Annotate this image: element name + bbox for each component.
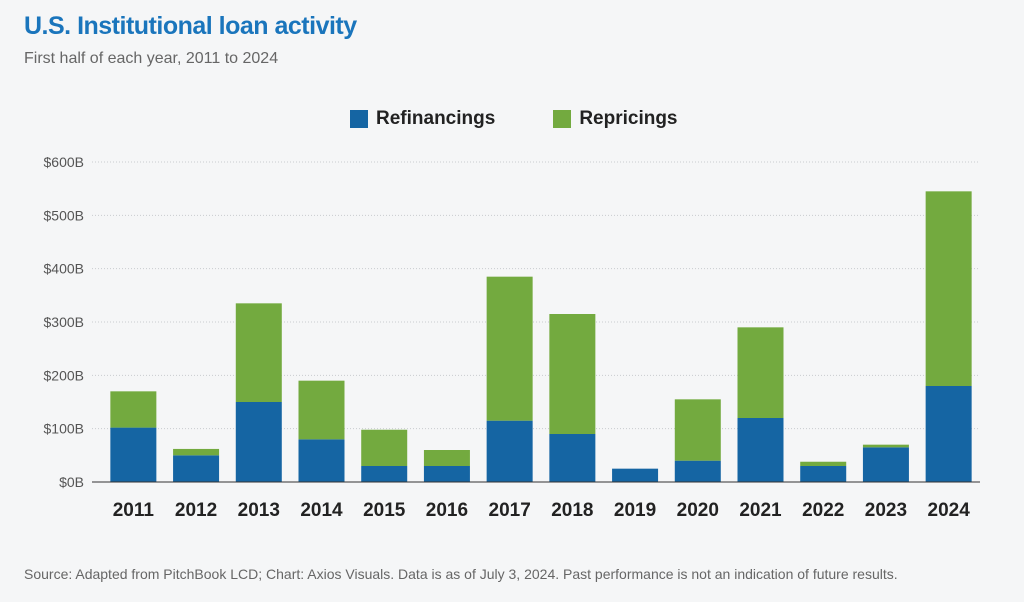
x-tick-label: 2014 <box>300 500 343 521</box>
x-tick-label: 2023 <box>865 500 907 521</box>
x-tick-label: 2022 <box>802 500 844 521</box>
legend-label-refinancings: Refinancings <box>376 108 496 129</box>
bar-refinancings-2011 <box>110 427 157 482</box>
bar-refinancings-2018 <box>549 434 596 482</box>
legend-swatch-refinancings <box>350 110 368 128</box>
y-tick-label: $500B <box>44 207 84 223</box>
legend-label-repricings: Repricings <box>579 108 678 129</box>
x-tick-label: 2018 <box>551 500 593 521</box>
bar-repricings-2024 <box>925 191 972 386</box>
bar-refinancings-2014 <box>298 439 345 482</box>
bar-repricings-2021 <box>737 327 784 418</box>
y-tick-label: $600B <box>44 154 84 170</box>
y-tick-label: $400B <box>44 261 84 277</box>
bar-refinancings-2020 <box>674 460 721 482</box>
bar-repricings-2015 <box>361 429 408 466</box>
y-tick-label: $200B <box>44 367 84 383</box>
bar-refinancings-2022 <box>800 466 847 482</box>
x-tick-label: 2011 <box>113 500 155 521</box>
bar-refinancings-2017 <box>486 420 533 482</box>
x-tick-label: 2021 <box>739 500 782 521</box>
legend-item-refinancings: Refinancings <box>350 108 495 130</box>
bar-refinancings-2016 <box>423 466 470 482</box>
bar-refinancings-2024 <box>925 386 972 482</box>
bar-repricings-2020 <box>674 399 721 461</box>
x-tick-label: 2015 <box>363 500 406 521</box>
bar-refinancings-2021 <box>737 418 784 482</box>
bar-repricings-2012 <box>173 448 220 456</box>
bar-refinancings-2019 <box>612 468 659 482</box>
y-tick-label: $300B <box>44 314 84 330</box>
x-tick-label: 2017 <box>489 500 531 521</box>
bar-repricings-2017 <box>486 276 533 421</box>
y-tick-label: $100B <box>44 421 84 437</box>
bar-repricings-2016 <box>423 450 470 466</box>
x-tick-label: 2020 <box>677 500 719 521</box>
bar-repricings-2013 <box>235 303 282 402</box>
legend-item-repricings: Repricings <box>553 108 678 130</box>
x-tick-label: 2016 <box>426 500 468 521</box>
chart-subtitle: First half of each year, 2011 to 2024 <box>24 50 279 67</box>
source-note: Source: Adapted from PitchBook LCD; Char… <box>24 566 898 582</box>
x-tick-label: 2024 <box>928 500 971 521</box>
bar-repricings-2022 <box>800 461 847 466</box>
bar-repricings-2023 <box>862 444 909 448</box>
x-tick-label: 2019 <box>614 500 656 521</box>
bar-repricings-2014 <box>298 380 345 440</box>
bar-refinancings-2023 <box>862 447 909 482</box>
bar-repricings-2011 <box>110 391 157 428</box>
y-tick-label: $0B <box>59 474 84 490</box>
x-tick-label: 2012 <box>175 500 217 521</box>
bar-refinancings-2012 <box>173 455 220 482</box>
bar-refinancings-2015 <box>361 466 408 482</box>
chart-title: U.S. Institutional loan activity <box>24 12 357 40</box>
legend-swatch-repricings <box>553 110 572 128</box>
x-tick-label: 2013 <box>238 500 280 521</box>
bar-refinancings-2013 <box>235 402 282 482</box>
bar-repricings-2018 <box>549 314 596 434</box>
chart-legend: Refinancings Repricings <box>350 108 678 130</box>
